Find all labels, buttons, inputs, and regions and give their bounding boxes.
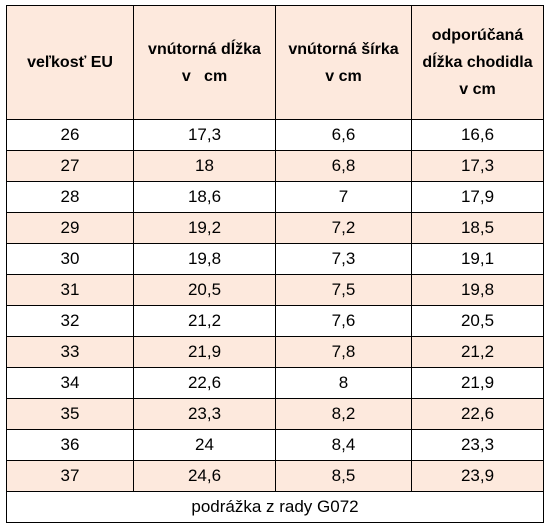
cell-inner-width: 8 <box>275 367 412 399</box>
cell-inner-length: 19,8 <box>133 243 276 275</box>
cell-foot-length: 22,6 <box>411 398 544 430</box>
cell-inner-width: 8,2 <box>275 398 412 430</box>
table-row: 30 19,8 7,3 19,1 <box>6 243 544 275</box>
header-line: v cm <box>459 81 496 98</box>
table-row: 36 24 8,4 23,3 <box>6 429 544 461</box>
cell-size-eu: 33 <box>6 336 134 368</box>
header-line: vnútorná šírka <box>288 40 399 58</box>
table-row: 35 23,3 8,2 22,6 <box>6 398 544 430</box>
header-line: dĺžka chodidla <box>422 54 533 71</box>
cell-inner-width: 7,6 <box>275 305 412 337</box>
cell-inner-length: 18 <box>133 150 276 182</box>
table-row: 34 22,6 8 21,9 <box>6 367 544 399</box>
cell-size-eu: 35 <box>6 398 134 430</box>
table-row: 32 21,2 7,6 20,5 <box>6 305 544 337</box>
cell-size-eu: 30 <box>6 243 134 275</box>
header-line: vnútorná dĺžka <box>148 40 261 58</box>
cell-foot-length: 18,5 <box>411 212 544 244</box>
cell-inner-length: 21,9 <box>133 336 276 368</box>
header-line: odporúčaná <box>431 27 524 44</box>
cell-size-eu: 32 <box>6 305 134 337</box>
cell-foot-length: 17,3 <box>411 150 544 182</box>
cell-inner-width: 7,8 <box>275 336 412 368</box>
header-inner-length: vnútorná dĺžka v cm <box>133 5 276 120</box>
header-row: veľkosť EU vnútorná dĺžka v cm vnútorná šír… <box>6 5 544 120</box>
cell-inner-length: 18,6 <box>133 181 276 213</box>
cell-inner-length: 19,2 <box>133 212 276 244</box>
cell-inner-width: 7 <box>275 181 412 213</box>
cell-size-eu: 26 <box>6 119 134 151</box>
cell-size-eu: 28 <box>6 181 134 213</box>
cell-size-eu: 36 <box>6 429 134 461</box>
cell-inner-length: 24,6 <box>133 460 276 492</box>
cell-inner-width: 6,8 <box>275 150 412 182</box>
cell-size-eu: 37 <box>6 460 134 492</box>
cell-inner-width: 8,5 <box>275 460 412 492</box>
header-line: veľkosť EU <box>27 54 113 71</box>
cell-size-eu: 27 <box>6 150 134 182</box>
cell-inner-length: 22,6 <box>133 367 276 399</box>
table-row: 31 20,5 7,5 19,8 <box>6 274 544 306</box>
table-row: 29 19,2 7,2 18,5 <box>6 212 544 244</box>
header-line: v cm <box>325 67 362 85</box>
cell-foot-length: 19,8 <box>411 274 544 306</box>
cell-size-eu: 34 <box>6 367 134 399</box>
header-inner-width: vnútorná šírka v cm <box>275 5 412 120</box>
cell-foot-length: 23,9 <box>411 460 544 492</box>
cell-size-eu: 31 <box>6 274 134 306</box>
cell-foot-length: 21,9 <box>411 367 544 399</box>
cell-inner-length: 20,5 <box>133 274 276 306</box>
footnote-row: podrážka z rady G072 <box>6 491 544 523</box>
cell-foot-length: 23,3 <box>411 429 544 461</box>
cell-foot-length: 21,2 <box>411 336 544 368</box>
cell-foot-length: 16,6 <box>411 119 544 151</box>
cell-inner-width: 6,6 <box>275 119 412 151</box>
table-row: 26 17,3 6,6 16,6 <box>6 119 544 151</box>
cell-inner-length: 21,2 <box>133 305 276 337</box>
table-header: veľkosť EU vnútorná dĺžka v cm vnútorná šír… <box>6 5 544 120</box>
cell-inner-width: 8,4 <box>275 429 412 461</box>
table-row: 28 18,6 7 17,9 <box>6 181 544 213</box>
cell-inner-length: 24 <box>133 429 276 461</box>
size-table: veľkosť EU vnútorná dĺžka v cm vnútorná šír… <box>6 5 544 523</box>
footnote: podrážka z rady G072 <box>6 491 544 523</box>
table-row: 27 18 6,8 17,3 <box>6 150 544 182</box>
table-body: 26 17,3 6,6 16,6 27 18 6,8 17,3 28 18,6 7 17,9 29 19,… <box>6 119 544 492</box>
table-row: 37 24,6 8,5 23,9 <box>6 460 544 492</box>
header-foot-length: odporúčaná dĺžka chodidla v cm <box>411 5 544 120</box>
cell-foot-length: 19,1 <box>411 243 544 275</box>
cell-inner-width: 7,2 <box>275 212 412 244</box>
header-size-eu: veľkosť EU <box>6 5 134 120</box>
cell-inner-width: 7,3 <box>275 243 412 275</box>
cell-foot-length: 20,5 <box>411 305 544 337</box>
cell-size-eu: 29 <box>6 212 134 244</box>
cell-inner-width: 7,5 <box>275 274 412 306</box>
cell-inner-length: 17,3 <box>133 119 276 151</box>
cell-inner-length: 23,3 <box>133 398 276 430</box>
header-line: v cm <box>181 67 228 85</box>
table-row: 33 21,9 7,8 21,2 <box>6 336 544 368</box>
cell-foot-length: 17,9 <box>411 181 544 213</box>
